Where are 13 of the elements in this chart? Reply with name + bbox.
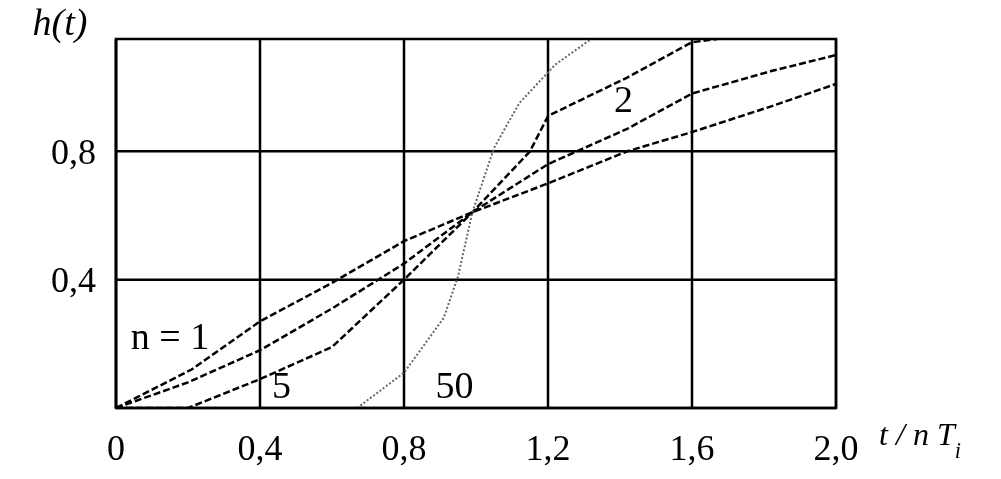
series-label: 50 (435, 363, 474, 406)
series-label: n = 1 (130, 315, 210, 358)
y-axis-title: h(t) (32, 1, 88, 44)
x-tick-label: 0,8 (381, 427, 427, 468)
series-label: 5 (272, 363, 292, 406)
line-series (356, 39, 593, 408)
x-tick-label: 0 (107, 427, 125, 468)
x-axis-title: t / n T$_{i}$ (879, 416, 961, 463)
x-tick-label: 0,4 (237, 427, 283, 468)
x-tick-label: 1,2 (525, 427, 571, 468)
x-tick-label: 2,0 (813, 427, 859, 468)
series-label: 2 (614, 77, 634, 120)
x-tick-label: 1,6 (669, 427, 715, 468)
